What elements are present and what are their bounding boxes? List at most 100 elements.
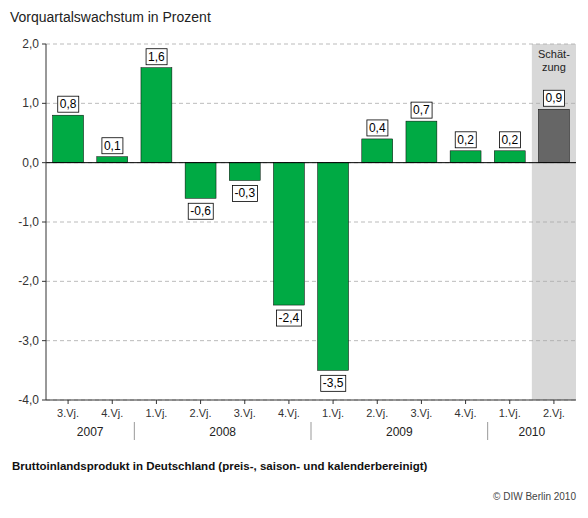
x-tick (200, 400, 201, 404)
grid-line (46, 44, 576, 45)
y-tick-label: -2,0 (18, 274, 39, 288)
data-label: 0,8 (60, 97, 77, 111)
year-separator (134, 422, 135, 440)
data-labels: 0,8 0,1 1,6 -0,6 -0,3 -2,4 -3,5 0,4 0,7 0,2 0,2 0,9 (58, 49, 565, 392)
data-label-box (321, 375, 346, 391)
data-label-group: -2,4 (277, 310, 302, 326)
data-label: 0,1 (104, 139, 121, 153)
year-label: 2009 (386, 425, 413, 439)
year-separator (311, 422, 312, 440)
y-axis-line (46, 44, 47, 400)
y-tick (42, 400, 46, 401)
grid-line (46, 340, 576, 341)
data-label: -0,3 (234, 186, 255, 200)
data-label-group: 0,7 (411, 102, 432, 118)
y-tick (42, 340, 46, 341)
data-label-group: 0,9 (544, 90, 565, 106)
x-tick (333, 400, 334, 404)
x-tick (112, 400, 113, 404)
data-label-box (367, 120, 388, 136)
data-label: 0,2 (501, 133, 518, 147)
y-tick-label: 0,0 (22, 156, 39, 170)
bar (229, 163, 260, 181)
bar (406, 121, 437, 163)
data-label-group: 0,1 (102, 138, 123, 154)
bar (318, 163, 349, 371)
x-tick (288, 400, 289, 404)
x-tick-label: 3.Vj. (57, 407, 79, 419)
data-label-box (232, 185, 257, 201)
data-label-group: 0,2 (455, 132, 476, 148)
grid-line (46, 103, 576, 104)
chart: Vorquartalswachstum in Prozent -4,0 -3,0 -2… (0, 0, 588, 518)
year-label: 2008 (209, 425, 236, 439)
year-label: 2007 (77, 425, 104, 439)
x-tick-label: 2.Vj. (543, 407, 565, 419)
data-label-box (544, 90, 565, 106)
zero-line (46, 162, 576, 163)
grid (46, 44, 576, 400)
grid-line (46, 162, 576, 163)
grid-line (46, 222, 576, 223)
bar (97, 157, 128, 163)
grid-line (46, 281, 576, 282)
data-label-box (58, 96, 79, 112)
x-axis-line (46, 400, 576, 401)
bar (185, 163, 216, 199)
y-tick (42, 281, 46, 282)
bar (450, 151, 481, 163)
data-label: 0,9 (546, 91, 563, 105)
x-axis: 3.Vj.4.Vj.1.Vj.2.Vj.3.Vj.4.Vj.1.Vj.2.Vj.… (57, 400, 565, 419)
annotation: Schät-zung (538, 48, 570, 73)
y-tick-label: -1,0 (18, 215, 39, 229)
data-label-group: 0,2 (499, 132, 520, 148)
data-label-group: -3,5 (321, 375, 346, 391)
y-tick-label: 2,0 (22, 37, 39, 51)
bar (362, 139, 393, 163)
data-label-group: 0,4 (367, 120, 388, 136)
grid-line (46, 400, 576, 401)
data-label: 0,7 (413, 103, 430, 117)
data-label-box (188, 203, 213, 219)
x-tick-label: 3.Vj. (234, 407, 256, 419)
data-label: 0,2 (457, 133, 474, 147)
bar (273, 163, 304, 305)
bar (538, 109, 569, 162)
data-label-box (411, 102, 432, 118)
data-label-box (499, 132, 520, 148)
data-label-group: -0,6 (188, 203, 213, 219)
y-tick-label: -4,0 (18, 393, 39, 407)
y-tick-label: -3,0 (18, 334, 39, 348)
bar (141, 68, 172, 163)
x-tick (156, 400, 157, 404)
x-tick (421, 400, 422, 404)
data-label-group: -0,3 (232, 185, 257, 201)
data-label: -0,6 (190, 204, 211, 218)
data-label-box (277, 310, 302, 326)
data-label-group: 0,8 (58, 96, 79, 112)
x-tick-label: 1.Vj. (499, 407, 521, 419)
data-label: 1,6 (148, 50, 165, 64)
x-tick (465, 400, 466, 404)
title: Vorquartalswachstum in Prozent (10, 9, 211, 25)
x-tick (244, 400, 245, 404)
x-tick (68, 400, 69, 404)
year-separator (487, 422, 488, 440)
bar (494, 151, 525, 163)
source: © DIW Berlin 2010 (493, 491, 576, 502)
data-label-box (146, 49, 167, 65)
x-tick-label: 2.Vj. (190, 407, 212, 419)
data-label: -3,5 (323, 376, 344, 390)
data-label-box (102, 138, 123, 154)
data-label: -2,4 (279, 311, 300, 325)
x-tick (509, 400, 510, 404)
x-tick-label: 4.Vj. (278, 407, 300, 419)
background (0, 0, 588, 518)
x-tick-label: 1.Vj. (145, 407, 167, 419)
bars (53, 68, 570, 371)
year-label: 2010 (518, 425, 545, 439)
y-tick (42, 103, 46, 104)
x-tick-label: 2.Vj. (366, 407, 388, 419)
y-tick (42, 222, 46, 223)
x-tick (377, 400, 378, 404)
